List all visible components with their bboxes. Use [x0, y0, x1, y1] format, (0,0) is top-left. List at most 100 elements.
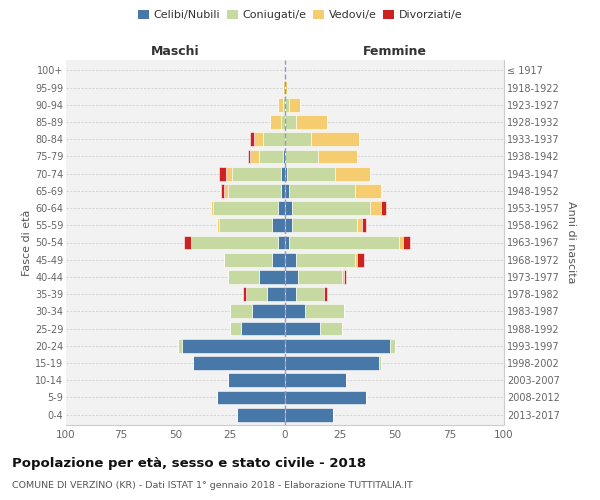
- Bar: [178, 339, 182, 352]
- Bar: [390, 339, 395, 352]
- Bar: [248, 150, 250, 164]
- Bar: [285, 80, 287, 94]
- Bar: [281, 166, 285, 180]
- Text: Maschi: Maschi: [151, 46, 200, 59]
- Text: Femmine: Femmine: [362, 46, 427, 59]
- Bar: [285, 184, 289, 198]
- Bar: [285, 98, 289, 112]
- Bar: [230, 322, 241, 336]
- Bar: [278, 236, 285, 250]
- Bar: [296, 288, 325, 301]
- Bar: [362, 218, 366, 232]
- Bar: [224, 184, 228, 198]
- Bar: [220, 166, 226, 180]
- Bar: [344, 270, 346, 284]
- Bar: [370, 201, 382, 215]
- Bar: [357, 253, 364, 266]
- Bar: [285, 304, 305, 318]
- Bar: [285, 390, 366, 404]
- Bar: [289, 98, 301, 112]
- Bar: [250, 150, 259, 164]
- Bar: [285, 288, 296, 301]
- Bar: [379, 356, 382, 370]
- Bar: [254, 132, 263, 146]
- Bar: [285, 253, 296, 266]
- Bar: [342, 270, 344, 284]
- Bar: [252, 304, 285, 318]
- Text: COMUNE DI VERZINO (KR) - Dati ISTAT 1° gennaio 2018 - Elaborazione TUTTITALIA.IT: COMUNE DI VERZINO (KR) - Dati ISTAT 1° g…: [12, 481, 413, 490]
- Bar: [232, 166, 281, 180]
- Bar: [213, 201, 278, 215]
- Bar: [237, 408, 285, 422]
- Legend: Celibi/Nubili, Coniugati/e, Vedovi/e, Divorziati/e: Celibi/Nubili, Coniugati/e, Vedovi/e, Di…: [133, 6, 467, 25]
- Bar: [311, 132, 359, 146]
- Y-axis label: Fasce di età: Fasce di età: [22, 210, 32, 276]
- Bar: [211, 201, 213, 215]
- Bar: [289, 236, 399, 250]
- Bar: [296, 253, 355, 266]
- Bar: [244, 288, 245, 301]
- Bar: [281, 115, 285, 129]
- Bar: [355, 253, 357, 266]
- Bar: [285, 270, 298, 284]
- Bar: [278, 98, 283, 112]
- Bar: [285, 218, 292, 232]
- Bar: [285, 166, 287, 180]
- Bar: [182, 339, 285, 352]
- Bar: [228, 184, 281, 198]
- Bar: [285, 132, 311, 146]
- Bar: [285, 322, 320, 336]
- Bar: [357, 218, 362, 232]
- Bar: [296, 115, 326, 129]
- Bar: [305, 304, 344, 318]
- Bar: [285, 150, 318, 164]
- Bar: [272, 218, 285, 232]
- Bar: [184, 236, 191, 250]
- Bar: [278, 201, 285, 215]
- Bar: [355, 184, 382, 198]
- Bar: [217, 218, 220, 232]
- Bar: [320, 322, 342, 336]
- Bar: [221, 184, 224, 198]
- Bar: [285, 339, 390, 352]
- Bar: [224, 253, 272, 266]
- Bar: [289, 184, 355, 198]
- Bar: [259, 270, 285, 284]
- Bar: [285, 374, 346, 387]
- Y-axis label: Anni di nascita: Anni di nascita: [566, 201, 577, 284]
- Bar: [283, 80, 285, 94]
- Bar: [250, 132, 254, 146]
- Bar: [269, 115, 281, 129]
- Bar: [191, 236, 278, 250]
- Text: Popolazione per età, sesso e stato civile - 2018: Popolazione per età, sesso e stato civil…: [12, 458, 366, 470]
- Bar: [285, 356, 379, 370]
- Bar: [268, 288, 285, 301]
- Bar: [283, 98, 285, 112]
- Bar: [230, 304, 252, 318]
- Bar: [241, 322, 285, 336]
- Bar: [285, 201, 292, 215]
- Bar: [228, 374, 285, 387]
- Bar: [399, 236, 403, 250]
- Bar: [228, 270, 259, 284]
- Bar: [281, 184, 285, 198]
- Bar: [283, 150, 285, 164]
- Bar: [285, 236, 289, 250]
- Bar: [298, 270, 342, 284]
- Bar: [217, 390, 285, 404]
- Bar: [226, 166, 232, 180]
- Bar: [285, 408, 333, 422]
- Bar: [292, 218, 357, 232]
- Bar: [245, 288, 268, 301]
- Bar: [263, 132, 285, 146]
- Bar: [318, 150, 357, 164]
- Bar: [193, 356, 285, 370]
- Bar: [287, 166, 335, 180]
- Bar: [259, 150, 283, 164]
- Bar: [335, 166, 370, 180]
- Bar: [382, 201, 386, 215]
- Bar: [272, 253, 285, 266]
- Bar: [285, 115, 296, 129]
- Bar: [292, 201, 370, 215]
- Bar: [220, 218, 272, 232]
